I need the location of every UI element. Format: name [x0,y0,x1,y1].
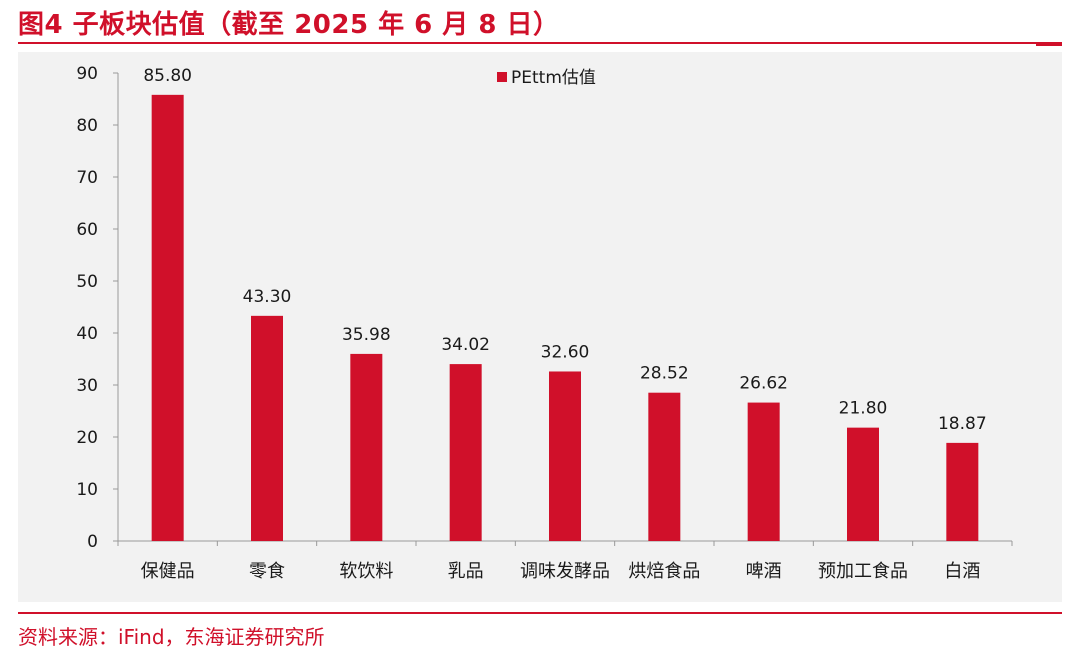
value-labels: 85.80 43.30 35.98 34.02 32.60 28.52 26.62 21.80… [143,66,986,434]
y-tick-label: 20 [76,428,98,448]
top-rule-accent [1036,42,1062,46]
bar-value-label: 21.80 [839,399,888,419]
bar [747,402,780,541]
legend: PEttm估值 [497,68,596,88]
y-tick-label: 90 [76,64,98,84]
x-category-label: 保健品 [141,561,195,582]
x-category-label: 零食 [249,561,285,582]
source-note: 资料来源：iFind，东海证券研究所 [18,625,325,649]
x-axis: 保健品 零食 软饮料 乳品 调味发酵品 烘焙食品 啤酒 预加工食品 白酒 [117,540,1013,582]
x-category-label: 啤酒 [746,561,782,582]
legend-swatch [497,72,507,82]
bar [350,353,383,541]
bar [549,371,581,541]
x-category-label: 调味发酵品 [520,561,610,582]
bar [946,442,979,541]
y-tick-label: 70 [76,168,98,188]
x-category-label: 乳品 [448,561,484,582]
bar-value-label: 18.87 [938,414,987,434]
y-tick-label: 80 [76,116,98,136]
y-tick-label: 0 [87,532,98,552]
bar [847,427,879,541]
bar-value-label: 28.52 [640,364,689,384]
x-category-label: 软饮料 [339,561,393,582]
y-tick-label: 30 [76,376,98,396]
y-axis: 0 10 20 30 40 50 60 70 80 90 [76,64,119,552]
y-tick-label: 50 [76,272,98,292]
y-tick-label: 60 [76,220,98,240]
bar-value-label: 26.62 [739,374,788,394]
bar-value-label: 34.02 [441,335,490,355]
bar-series [151,94,979,541]
bar [648,392,681,541]
bar-chart: 0 10 20 30 40 50 60 70 80 90 保健品 零食 软饮料 乳品 调味发酵品 烘焙食品 啤… [76,64,1013,582]
plot-background [18,52,1062,602]
top-rule [18,42,1062,44]
x-category-label: 预加工食品 [818,561,908,582]
y-tick-label: 10 [76,480,98,500]
bar [151,94,184,541]
bar [449,364,482,541]
bottom-rule [18,612,1062,614]
bar-value-label: 85.80 [143,66,192,86]
y-tick-label: 40 [76,324,98,344]
legend-label: PEttm估值 [511,68,596,88]
bar-value-label: 32.60 [541,342,590,362]
figure-title: 图4 子板块估值（截至 2025 年 6 月 8 日） [18,10,560,40]
x-category-label: 烘焙食品 [628,561,700,582]
x-category-label: 白酒 [944,561,980,582]
bar [251,315,283,541]
bar-value-label: 43.30 [243,287,292,307]
bar-value-label: 35.98 [342,325,391,345]
